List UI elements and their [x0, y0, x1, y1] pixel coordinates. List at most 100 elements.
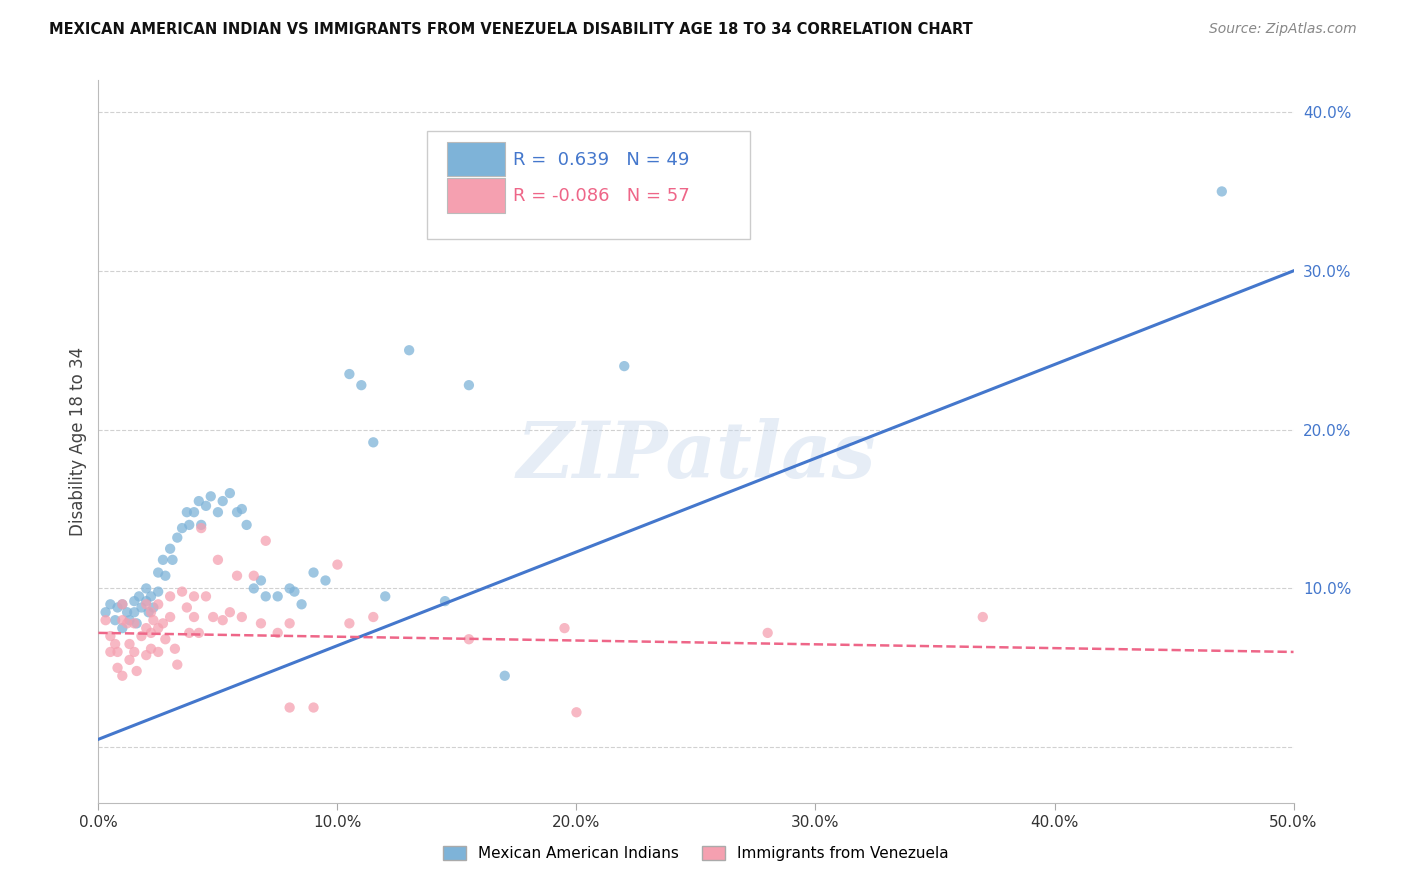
FancyBboxPatch shape: [447, 178, 505, 212]
Text: Source: ZipAtlas.com: Source: ZipAtlas.com: [1209, 22, 1357, 37]
Point: [195, 590, 218, 604]
Point: [339, 367, 361, 381]
Point: [326, 558, 349, 572]
Point: [176, 600, 198, 615]
Point: [231, 610, 253, 624]
Point: [135, 597, 157, 611]
Point: [350, 378, 373, 392]
Point: [235, 517, 257, 532]
Point: [162, 553, 184, 567]
Point: [243, 568, 266, 582]
Point: [200, 489, 222, 503]
Point: [267, 626, 290, 640]
Point: [115, 616, 138, 631]
Point: [176, 505, 198, 519]
FancyBboxPatch shape: [447, 142, 505, 177]
Point: [148, 621, 170, 635]
Point: [195, 499, 218, 513]
Point: [155, 632, 177, 647]
Point: [565, 706, 588, 720]
Point: [183, 610, 205, 624]
Point: [250, 616, 273, 631]
FancyBboxPatch shape: [427, 131, 749, 239]
Point: [135, 621, 157, 635]
Point: [202, 610, 225, 624]
Point: [125, 616, 148, 631]
Point: [159, 541, 181, 556]
Point: [278, 616, 301, 631]
Point: [115, 605, 138, 619]
Point: [207, 553, 229, 567]
Point: [183, 590, 205, 604]
Point: [104, 637, 127, 651]
Point: [152, 616, 174, 631]
Point: [104, 613, 127, 627]
Point: [190, 521, 212, 535]
Point: [124, 616, 146, 631]
Point: [458, 632, 481, 647]
Text: MEXICAN AMERICAN INDIAN VS IMMIGRANTS FROM VENEZUELA DISABILITY AGE 18 TO 34 COR: MEXICAN AMERICAN INDIAN VS IMMIGRANTS FR…: [49, 22, 973, 37]
Legend: Mexican American Indians, Immigrants from Venezuela: Mexican American Indians, Immigrants fro…: [437, 840, 955, 867]
Point: [179, 517, 201, 532]
Point: [139, 590, 162, 604]
Point: [458, 378, 481, 392]
Point: [163, 641, 186, 656]
Point: [124, 594, 146, 608]
Point: [94, 613, 117, 627]
Point: [339, 616, 361, 631]
Point: [159, 590, 181, 604]
Point: [107, 661, 129, 675]
Point: [131, 600, 153, 615]
Point: [98, 629, 122, 643]
Point: [226, 505, 249, 519]
Point: [187, 626, 209, 640]
Point: [302, 566, 325, 580]
Point: [283, 584, 305, 599]
Point: [135, 582, 157, 596]
Point: [111, 669, 134, 683]
Point: [128, 590, 150, 604]
Point: [972, 610, 994, 624]
Point: [155, 568, 177, 582]
Point: [111, 621, 134, 635]
Point: [142, 600, 165, 615]
Text: R = -0.086   N = 57: R = -0.086 N = 57: [513, 187, 690, 205]
Point: [172, 521, 194, 535]
Point: [211, 613, 233, 627]
Point: [278, 582, 301, 596]
Point: [131, 629, 153, 643]
Point: [267, 590, 290, 604]
Point: [118, 653, 141, 667]
Point: [183, 505, 205, 519]
Point: [152, 553, 174, 567]
Y-axis label: Disability Age 18 to 34: Disability Age 18 to 34: [69, 347, 87, 536]
Point: [148, 584, 170, 599]
Point: [363, 610, 385, 624]
Point: [554, 621, 576, 635]
Point: [148, 645, 170, 659]
Point: [250, 574, 273, 588]
Point: [166, 657, 188, 672]
Point: [219, 605, 242, 619]
Point: [179, 626, 201, 640]
Point: [315, 574, 337, 588]
Point: [398, 343, 420, 358]
Point: [148, 566, 170, 580]
Point: [111, 597, 134, 611]
Point: [124, 645, 146, 659]
Point: [278, 700, 301, 714]
Point: [363, 435, 385, 450]
Point: [434, 594, 457, 608]
Point: [254, 590, 277, 604]
Point: [756, 626, 779, 640]
Point: [107, 645, 129, 659]
Point: [148, 597, 170, 611]
Point: [254, 533, 277, 548]
Point: [138, 605, 160, 619]
Point: [139, 605, 162, 619]
Point: [302, 700, 325, 714]
Point: [98, 597, 122, 611]
Point: [187, 494, 209, 508]
Point: [135, 594, 157, 608]
Point: [135, 648, 157, 662]
